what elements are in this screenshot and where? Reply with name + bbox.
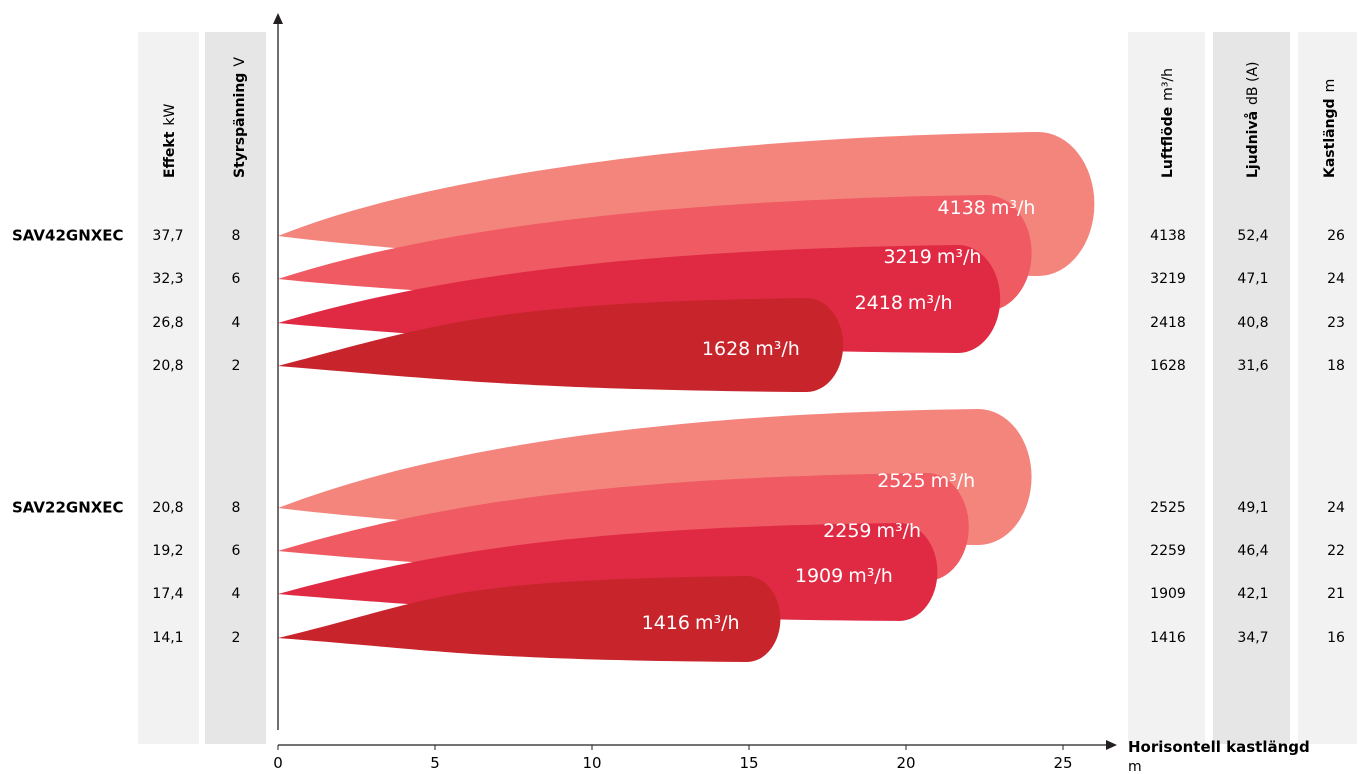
x-tick-label: 20 — [896, 754, 915, 772]
cell-sound: 40,8 — [1237, 315, 1268, 331]
cell-throw: 24 — [1327, 271, 1345, 287]
cell-voltage: 6 — [232, 271, 241, 287]
header-effekt-name: Effekt — [162, 131, 178, 178]
x-tick-label: 10 — [582, 754, 601, 772]
plume-label-sav22gnxec-2v: 1416 m³/h — [642, 612, 740, 634]
plume-label-unit: m³/h — [937, 246, 982, 268]
header-ljudniva: Ljudnivå dB (A) — [1244, 62, 1261, 179]
plume-label-unit: m³/h — [848, 565, 893, 587]
y-axis-arrow — [273, 13, 283, 24]
plume-label-value: 4138 — [938, 197, 986, 219]
kastlangd-column — [1298, 32, 1357, 744]
header-ljudniva-name: Ljudnivå — [1244, 111, 1261, 178]
cell-sound: 46,4 — [1237, 543, 1268, 559]
plume-sav22gnxec-2v — [278, 576, 781, 662]
header-styrspanning-unit: V — [232, 57, 248, 67]
plume-label-sav22gnxec-6v: 2259 m³/h — [823, 520, 921, 542]
cell-sound: 47,1 — [1237, 271, 1268, 287]
cell-sound: 49,1 — [1237, 500, 1268, 516]
plume-label-sav42gnxec-6v: 3219 m³/h — [883, 246, 981, 268]
cell-sound: 42,1 — [1237, 586, 1268, 602]
x-axis-title: Horisontell kastlängd — [1128, 738, 1310, 756]
cell-sound: 34,7 — [1237, 630, 1268, 646]
ljudniva-column — [1213, 32, 1290, 744]
header-effekt: Effekt kW — [162, 103, 178, 178]
cell-throw: 23 — [1327, 315, 1345, 331]
header-luftflode-name: Luftflöde — [1160, 107, 1176, 178]
plume-label-sav22gnxec-8v: 2525 m³/h — [877, 470, 975, 492]
plume-sav42gnxec-2v — [278, 298, 844, 392]
cell-sound: 31,6 — [1237, 358, 1268, 374]
model-sav22gnxec: SAV22GNXEC — [12, 499, 124, 517]
cell-airflow: 2418 — [1150, 315, 1186, 331]
cell-voltage: 8 — [232, 500, 241, 516]
plume-label-value: 2259 — [823, 520, 871, 542]
cell-airflow: 1416 — [1150, 630, 1186, 646]
cell-voltage: 8 — [232, 228, 241, 244]
header-kastlangd-name: Kastlängd — [1322, 98, 1338, 178]
cell-effekt: 20,8 — [152, 500, 183, 516]
plume-label-unit: m³/h — [931, 470, 976, 492]
header-effekt-unit: kW — [162, 103, 178, 125]
cell-throw: 26 — [1327, 228, 1345, 244]
cell-effekt: 19,2 — [152, 543, 183, 559]
plume-label-sav42gnxec-2v: 1628 m³/h — [702, 338, 800, 360]
plume-label-sav42gnxec-4v: 2418 m³/h — [855, 292, 953, 314]
luftflode-column — [1128, 32, 1205, 744]
cell-effekt: 20,8 — [152, 358, 183, 374]
cell-voltage: 2 — [232, 358, 241, 374]
x-tick-label: 25 — [1053, 754, 1072, 772]
cell-throw: 24 — [1327, 500, 1345, 516]
cell-effekt: 37,7 — [152, 228, 183, 244]
cell-throw: 18 — [1327, 358, 1345, 374]
cell-throw: 16 — [1327, 630, 1345, 646]
x-axis-unit: m — [1128, 759, 1142, 774]
cell-throw: 22 — [1327, 543, 1345, 559]
plume-label-unit: m³/h — [755, 338, 800, 360]
header-kastlangd-unit: m — [1322, 79, 1338, 93]
cell-airflow: 1909 — [1150, 586, 1186, 602]
header-kastlangd: Kastlängd m — [1322, 79, 1338, 178]
x-tick-label: 0 — [273, 754, 283, 772]
plume-label-value: 1909 — [795, 565, 843, 587]
cell-airflow: 2525 — [1150, 500, 1186, 516]
model-sav42gnxec: SAV42GNXEC — [12, 227, 124, 245]
cell-voltage: 4 — [232, 315, 241, 331]
plume-label-value: 2418 — [855, 292, 903, 314]
plume-label-unit: m³/h — [695, 612, 740, 634]
cell-effekt: 17,4 — [152, 586, 183, 602]
cell-airflow: 2259 — [1150, 543, 1186, 559]
header-styrspanning-name: Styrspänning — [232, 73, 248, 178]
cell-voltage: 2 — [232, 630, 241, 646]
plume-label-value: 3219 — [883, 246, 931, 268]
header-styrspanning: Styrspänning V — [232, 57, 248, 178]
plume-label-sav22gnxec-4v: 1909 m³/h — [795, 565, 893, 587]
plume-label-unit: m³/h — [877, 520, 922, 542]
effekt-column — [138, 32, 199, 744]
header-luftflode-unit: m³/h — [1160, 68, 1176, 101]
plume-label-value: 1628 — [702, 338, 750, 360]
x-axis-arrow — [1106, 740, 1117, 750]
cell-throw: 21 — [1327, 586, 1345, 602]
cell-airflow: 1628 — [1150, 358, 1186, 374]
plume-label-unit: m³/h — [908, 292, 953, 314]
header-luftflode: Luftflöde m³/h — [1160, 68, 1176, 178]
x-tick-label: 5 — [430, 754, 440, 772]
cell-airflow: 3219 — [1150, 271, 1186, 287]
cell-effekt: 14,1 — [152, 630, 183, 646]
styrspanning-column — [205, 32, 266, 744]
plume-label-value: 2525 — [877, 470, 925, 492]
plume-label-sav42gnxec-8v: 4138 m³/h — [938, 197, 1036, 219]
header-ljudniva-unit: dB (A) — [1245, 62, 1261, 105]
cell-effekt: 32,3 — [152, 271, 183, 287]
plume-label-unit: m³/h — [991, 197, 1036, 219]
cell-sound: 52,4 — [1237, 228, 1268, 244]
cell-voltage: 4 — [232, 586, 241, 602]
x-tick-label: 15 — [739, 754, 758, 772]
cell-airflow: 4138 — [1150, 228, 1186, 244]
cell-voltage: 6 — [232, 543, 241, 559]
cell-effekt: 26,8 — [152, 315, 183, 331]
plume-label-value: 1416 — [642, 612, 690, 634]
